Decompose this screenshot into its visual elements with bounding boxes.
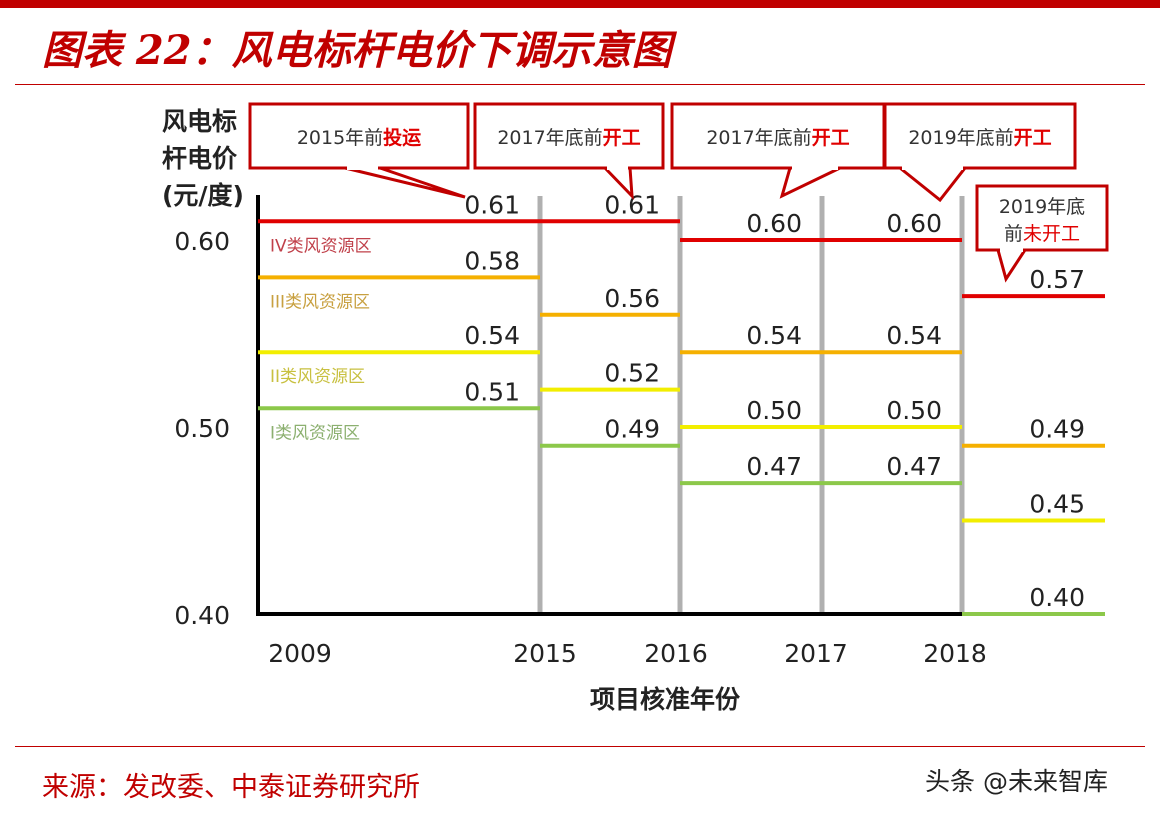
data-label: 0.50 bbox=[746, 396, 802, 425]
source-note: 来源：发改委、中泰证券研究所 bbox=[42, 772, 420, 803]
callout-text-part: 2019年底前 bbox=[908, 127, 1013, 149]
callout-text-part: 2017年底前 bbox=[706, 127, 811, 149]
callout-pointer bbox=[996, 248, 1028, 283]
series-label: I类风资源区 bbox=[270, 423, 360, 443]
data-label: 0.50 bbox=[886, 396, 942, 425]
data-label: 0.54 bbox=[464, 321, 520, 350]
callout-highlight: 开工 bbox=[1014, 127, 1052, 149]
callout-text-part: 前 bbox=[1004, 223, 1023, 245]
callout-text: 2015年前投运 bbox=[297, 126, 421, 149]
y-axis-label: 杆电价 bbox=[162, 144, 238, 173]
top-bar bbox=[0, 0, 1160, 8]
y-axis-label: (元/度) bbox=[162, 181, 244, 210]
watermark: 头条 @未来智库 bbox=[925, 767, 1108, 796]
callout-text: 2019年底前开工 bbox=[908, 127, 1051, 149]
callout-highlight: 开工 bbox=[812, 127, 850, 149]
callout-text: 2019年底 bbox=[999, 196, 1085, 218]
y-tick-label: 0.50 bbox=[174, 414, 230, 443]
data-label: 0.60 bbox=[886, 209, 942, 238]
source-divider bbox=[15, 746, 1145, 747]
callout-highlight: 开工 bbox=[603, 127, 641, 149]
x-axis-label: 项目核准年份 bbox=[590, 685, 740, 714]
y-tick-label: 0.60 bbox=[174, 227, 230, 256]
data-label: 0.54 bbox=[886, 321, 942, 350]
y-axis-label: 风电标 bbox=[162, 107, 237, 136]
callout-box bbox=[248, 102, 470, 170]
data-label: 0.49 bbox=[604, 415, 660, 444]
callout-text-part: 2017年底前 bbox=[497, 127, 602, 149]
series-label: III类风资源区 bbox=[270, 292, 370, 312]
chart: 风电标杆电价 (元/度) 0.60 0.50 0.40 2009 2015 2016 2017 2… bbox=[162, 102, 1109, 714]
callout-box bbox=[975, 184, 1109, 252]
data-label: 0.57 bbox=[1029, 265, 1085, 294]
data-label: 0.45 bbox=[1029, 490, 1085, 519]
x-tick-label: 2015 bbox=[513, 639, 577, 668]
data-label: 0.51 bbox=[464, 377, 520, 406]
x-tick-label: 2017 bbox=[784, 639, 848, 668]
data-label: 0.54 bbox=[746, 321, 802, 350]
callout-box bbox=[473, 102, 665, 170]
series-label: II类风资源区 bbox=[270, 367, 365, 387]
callout-text-part: 2015年前 bbox=[297, 127, 383, 149]
series-label: IV类风资源区 bbox=[270, 236, 372, 256]
data-label: 0.47 bbox=[746, 452, 802, 481]
data-label: 0.60 bbox=[746, 209, 802, 238]
callout-text: 前未开工 bbox=[1004, 223, 1080, 245]
x-tick-label: 2009 bbox=[268, 639, 332, 668]
callout-box bbox=[883, 102, 1077, 170]
x-tick-label: 2016 bbox=[644, 639, 708, 668]
callout-highlight: 未开工 bbox=[1023, 223, 1080, 245]
data-label: 0.58 bbox=[464, 246, 520, 275]
y-tick-label: 0.40 bbox=[174, 601, 230, 630]
data-label: 0.40 bbox=[1029, 583, 1085, 612]
callout-pointer bbox=[779, 166, 841, 199]
callout-pointer bbox=[895, 166, 969, 203]
callout-text: 2017年底前开工 bbox=[706, 127, 849, 149]
callout-highlight: 投运 bbox=[383, 126, 421, 149]
data-label: 0.49 bbox=[1029, 415, 1085, 444]
x-tick-label: 2018 bbox=[923, 639, 987, 668]
title-divider bbox=[15, 84, 1145, 85]
data-label: 0.61 bbox=[464, 190, 520, 219]
figure-title: 图表 22：风电标杆电价下调示意图 bbox=[42, 27, 672, 74]
data-label: 0.47 bbox=[886, 452, 942, 481]
data-label: 0.52 bbox=[604, 359, 660, 388]
callout-text: 2017年底前开工 bbox=[497, 127, 640, 149]
data-label: 0.56 bbox=[604, 284, 660, 313]
callout-box bbox=[670, 102, 886, 170]
callout-pointer bbox=[344, 166, 466, 199]
